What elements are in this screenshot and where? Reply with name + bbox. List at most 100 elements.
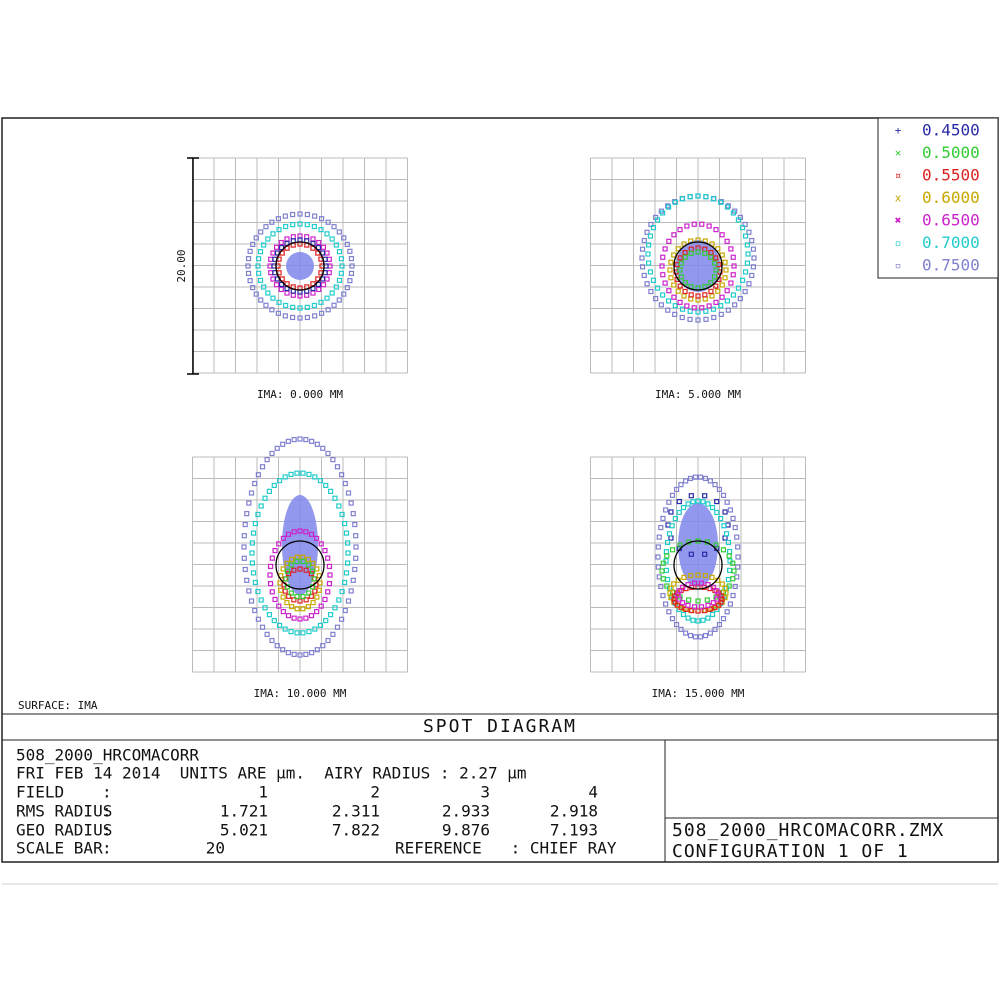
spot (250, 530, 257, 536)
spot (263, 224, 269, 230)
scale-label: 20.00 (175, 249, 188, 282)
spot (695, 608, 701, 614)
spot (685, 501, 691, 507)
spot (270, 231, 276, 237)
spot (701, 607, 707, 614)
spot (273, 244, 280, 250)
spot (318, 227, 324, 233)
spot (258, 229, 264, 235)
spot (303, 567, 309, 573)
info-cell: 7.193 (550, 821, 598, 840)
spot (672, 199, 678, 205)
spot (691, 221, 697, 227)
spot (297, 566, 303, 572)
spot (241, 544, 247, 550)
spot (249, 550, 255, 556)
spot (352, 566, 358, 573)
legend-label: 0.4500 (922, 121, 980, 140)
spot (688, 292, 694, 298)
info-cell: 2.311 (332, 802, 380, 821)
spot (336, 503, 342, 509)
spot (730, 592, 736, 599)
spot (304, 304, 310, 310)
spot (687, 308, 693, 314)
airy-circle (275, 540, 325, 590)
spot (676, 588, 682, 594)
spot (284, 600, 290, 606)
spot (276, 603, 282, 609)
info-cell: 2 (370, 783, 380, 802)
spot (667, 267, 673, 273)
spot (330, 631, 336, 637)
spot (344, 241, 350, 247)
spot (276, 478, 283, 484)
spot (702, 632, 709, 639)
spot (658, 302, 664, 308)
spot (744, 260, 750, 266)
spot (334, 464, 341, 470)
spot (679, 314, 685, 321)
spot (305, 604, 311, 610)
scale-bar-label: SCALE BAR (16, 839, 103, 858)
spot (695, 598, 701, 604)
spot (324, 276, 330, 282)
spot (735, 217, 742, 223)
spot (704, 597, 710, 603)
spot (282, 626, 288, 632)
spot (671, 252, 677, 258)
spot (342, 607, 348, 614)
spot (723, 267, 729, 273)
spot (258, 597, 264, 603)
spot (294, 558, 300, 565)
spot (314, 594, 320, 600)
spot (731, 263, 737, 269)
spot (725, 539, 732, 546)
spot (720, 492, 727, 498)
spot (283, 302, 289, 309)
spot (255, 263, 261, 269)
spot (639, 246, 646, 252)
spot (690, 499, 696, 505)
date-line: FRI FEB 14 2014 UNITS ARE µm. AIRY RADIU… (16, 764, 527, 783)
spot (256, 270, 262, 276)
spot (316, 239, 322, 246)
spot (655, 564, 661, 570)
spot (680, 504, 687, 511)
spot (242, 521, 248, 528)
spot (297, 652, 303, 658)
spot (269, 589, 275, 595)
spot (297, 598, 303, 604)
legend-label: 0.5000 (922, 143, 980, 162)
spot (699, 305, 705, 311)
spot (723, 531, 730, 537)
spot (272, 547, 278, 554)
spot (672, 515, 678, 522)
spot (735, 554, 741, 560)
spot (336, 229, 342, 235)
spot (309, 650, 315, 656)
spot (297, 436, 303, 442)
spot (291, 567, 297, 573)
spot (297, 616, 303, 622)
spot (669, 547, 676, 553)
spot (245, 270, 252, 277)
spot (318, 299, 324, 305)
spot (316, 587, 322, 593)
spot (325, 219, 331, 225)
spot (654, 217, 661, 223)
spot (345, 540, 351, 546)
spot (660, 592, 666, 599)
legend-label: 0.6000 (922, 188, 980, 207)
spot (742, 288, 748, 295)
spot (658, 524, 664, 531)
spot (326, 563, 333, 570)
spot (713, 255, 719, 261)
spot (712, 274, 718, 280)
spot (310, 568, 316, 574)
spot (742, 269, 749, 275)
spot (267, 563, 274, 570)
spot (266, 612, 273, 618)
spot (338, 270, 344, 276)
spot (677, 299, 683, 305)
spot (339, 511, 345, 518)
